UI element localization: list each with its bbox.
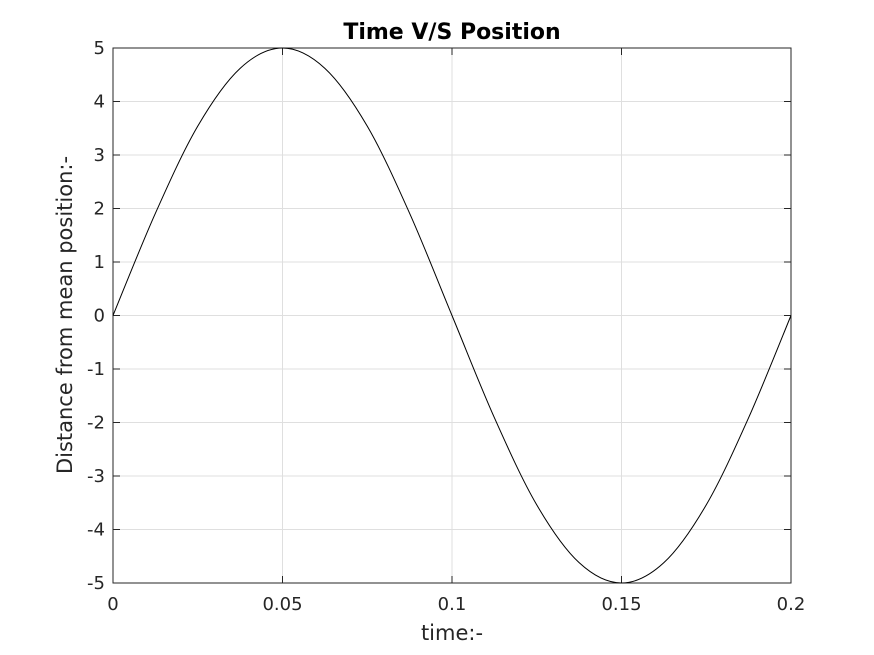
x-tick-label: 0.05 [262, 594, 302, 615]
y-tick-label: 3 [94, 145, 105, 166]
chart-title: Time V/S Position [343, 20, 560, 45]
y-axis-label: Distance from mean position:- [53, 156, 77, 474]
y-tick-label: -2 [87, 413, 105, 434]
x-axis-label: time:- [421, 621, 483, 645]
y-tick-label: -3 [87, 466, 105, 487]
y-tick-label: 2 [94, 199, 105, 220]
y-tick-label: 0 [94, 306, 105, 327]
series-line [112, 47, 792, 584]
y-tick-label: 1 [94, 252, 105, 273]
series-layer [112, 47, 792, 584]
y-tick-label: -5 [87, 573, 105, 594]
y-tick-label: 5 [94, 38, 105, 59]
y-tick-label: -1 [87, 359, 105, 380]
ticks: 0 0.05 0.1 0.15 0.2 5 4 3 2 1 0 -1 -2 -3 -4 -5 [87, 38, 805, 615]
x-tick-label: 0.1 [438, 594, 467, 615]
x-tick-label: 0.15 [601, 594, 641, 615]
x-tick-label: 0.2 [777, 594, 806, 615]
y-tick-label: -4 [87, 520, 105, 541]
y-tick-label: 4 [94, 92, 105, 113]
x-tick-label: 0 [107, 594, 118, 615]
